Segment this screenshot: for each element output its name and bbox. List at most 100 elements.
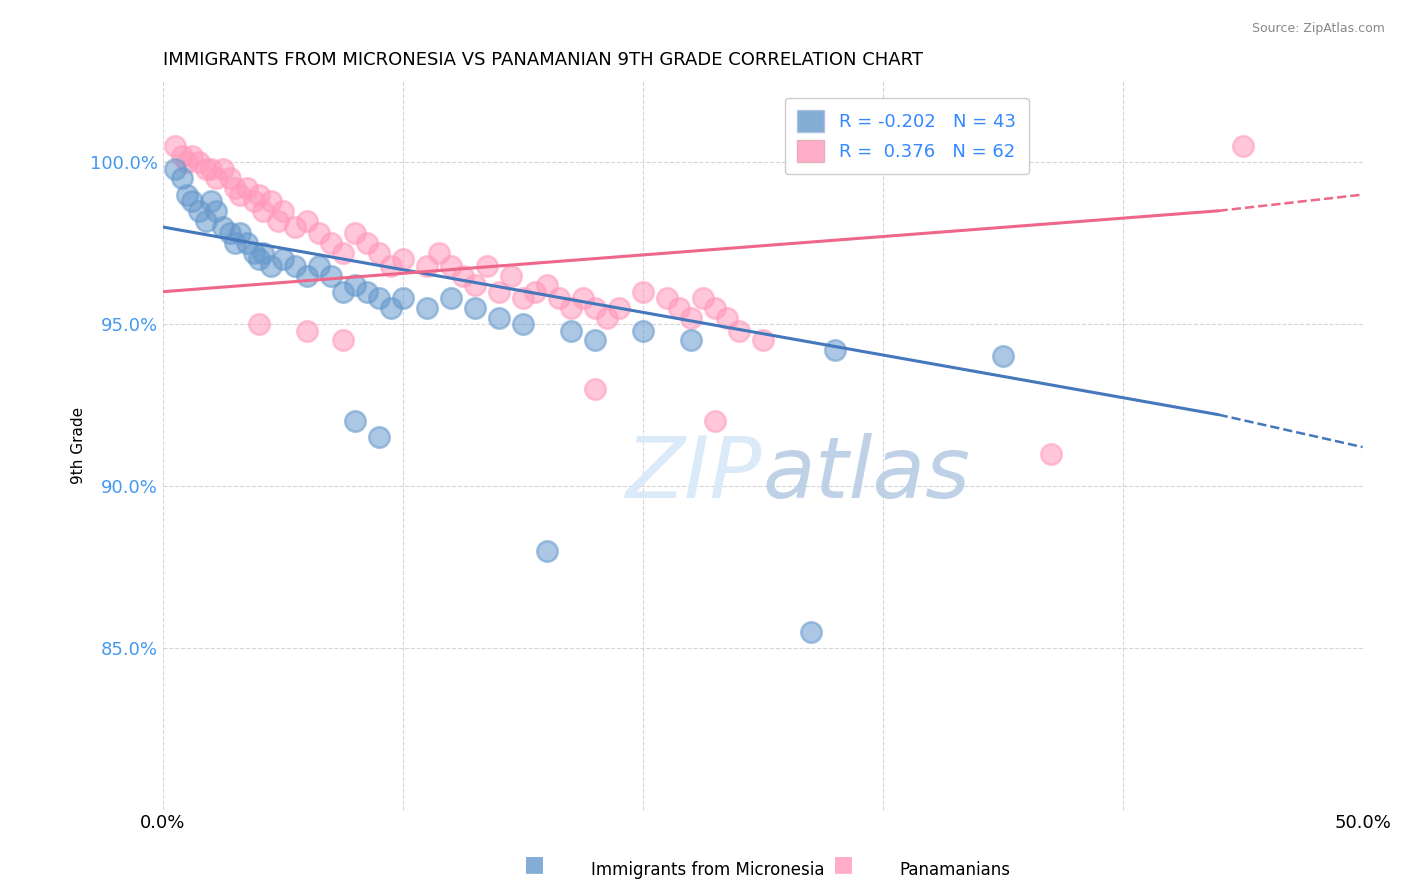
Text: ■: ■ xyxy=(524,854,544,873)
Point xyxy=(475,259,498,273)
Point xyxy=(499,268,522,283)
Point xyxy=(271,252,294,267)
Point xyxy=(228,227,250,241)
Point xyxy=(415,301,437,315)
Point xyxy=(488,285,510,299)
Point xyxy=(187,155,209,169)
Point xyxy=(512,317,534,331)
Point xyxy=(583,382,606,396)
Point xyxy=(295,268,318,283)
Point xyxy=(1232,139,1254,153)
Point xyxy=(243,194,266,208)
Point xyxy=(512,291,534,305)
Point xyxy=(224,236,246,251)
Point xyxy=(427,245,450,260)
Point xyxy=(284,259,307,273)
Point xyxy=(356,285,378,299)
Point xyxy=(523,285,546,299)
Point xyxy=(170,149,193,163)
Point xyxy=(1039,446,1062,460)
Legend: R = -0.202   N = 43, R =  0.376   N = 62: R = -0.202 N = 43, R = 0.376 N = 62 xyxy=(785,97,1029,174)
Point xyxy=(488,310,510,325)
Point xyxy=(295,324,318,338)
Point xyxy=(451,268,474,283)
Point xyxy=(703,301,725,315)
Point xyxy=(583,301,606,315)
Point xyxy=(440,259,463,273)
Text: ZIP: ZIP xyxy=(627,434,762,516)
Point xyxy=(380,301,402,315)
Point xyxy=(271,203,294,218)
Point xyxy=(668,301,690,315)
Point xyxy=(219,171,242,186)
Point xyxy=(727,324,749,338)
Text: IMMIGRANTS FROM MICRONESIA VS PANAMANIAN 9TH GRADE CORRELATION CHART: IMMIGRANTS FROM MICRONESIA VS PANAMANIAN… xyxy=(163,51,922,69)
Y-axis label: 9th Grade: 9th Grade xyxy=(72,407,86,484)
Point xyxy=(440,291,463,305)
Point xyxy=(204,171,226,186)
Point xyxy=(571,291,593,305)
Point xyxy=(655,291,678,305)
Point xyxy=(235,181,257,195)
Point xyxy=(247,317,270,331)
Point xyxy=(260,194,283,208)
Point xyxy=(824,343,846,357)
Point xyxy=(692,291,714,305)
Point xyxy=(211,219,233,234)
Point xyxy=(204,203,226,218)
Point xyxy=(391,252,413,267)
Point xyxy=(595,310,617,325)
Point xyxy=(211,161,233,176)
Point xyxy=(224,181,246,195)
Point xyxy=(267,213,290,227)
Point xyxy=(332,245,354,260)
Point xyxy=(356,236,378,251)
Point xyxy=(170,171,193,186)
Point xyxy=(367,245,389,260)
Point xyxy=(235,236,257,251)
Point xyxy=(464,301,486,315)
Point xyxy=(415,259,437,273)
Point xyxy=(332,333,354,347)
Point xyxy=(751,333,773,347)
Point xyxy=(187,203,209,218)
Point xyxy=(343,227,366,241)
Point xyxy=(631,285,654,299)
Point xyxy=(284,219,307,234)
Point xyxy=(295,213,318,227)
Point xyxy=(367,430,389,444)
Point xyxy=(343,414,366,428)
Text: ■: ■ xyxy=(834,854,853,873)
Text: atlas: atlas xyxy=(762,434,970,516)
Text: Source: ZipAtlas.com: Source: ZipAtlas.com xyxy=(1251,22,1385,36)
Point xyxy=(176,155,198,169)
Point xyxy=(547,291,569,305)
Point xyxy=(319,268,342,283)
Point xyxy=(464,278,486,293)
Point xyxy=(243,245,266,260)
Point xyxy=(194,213,217,227)
Point xyxy=(163,161,186,176)
Point xyxy=(631,324,654,338)
Point xyxy=(716,310,738,325)
Point xyxy=(176,187,198,202)
Point xyxy=(308,259,330,273)
Point xyxy=(200,161,222,176)
Point xyxy=(219,227,242,241)
Point xyxy=(607,301,630,315)
Point xyxy=(163,139,186,153)
Point xyxy=(560,324,582,338)
Point xyxy=(800,624,823,639)
Text: Immigrants from Micronesia: Immigrants from Micronesia xyxy=(591,861,824,879)
Point xyxy=(194,161,217,176)
Point xyxy=(247,252,270,267)
Point xyxy=(536,278,558,293)
Point xyxy=(679,333,702,347)
Point xyxy=(583,333,606,347)
Point xyxy=(991,350,1014,364)
Point xyxy=(319,236,342,251)
Point xyxy=(180,149,202,163)
Point xyxy=(703,414,725,428)
Point xyxy=(536,543,558,558)
Point xyxy=(180,194,202,208)
